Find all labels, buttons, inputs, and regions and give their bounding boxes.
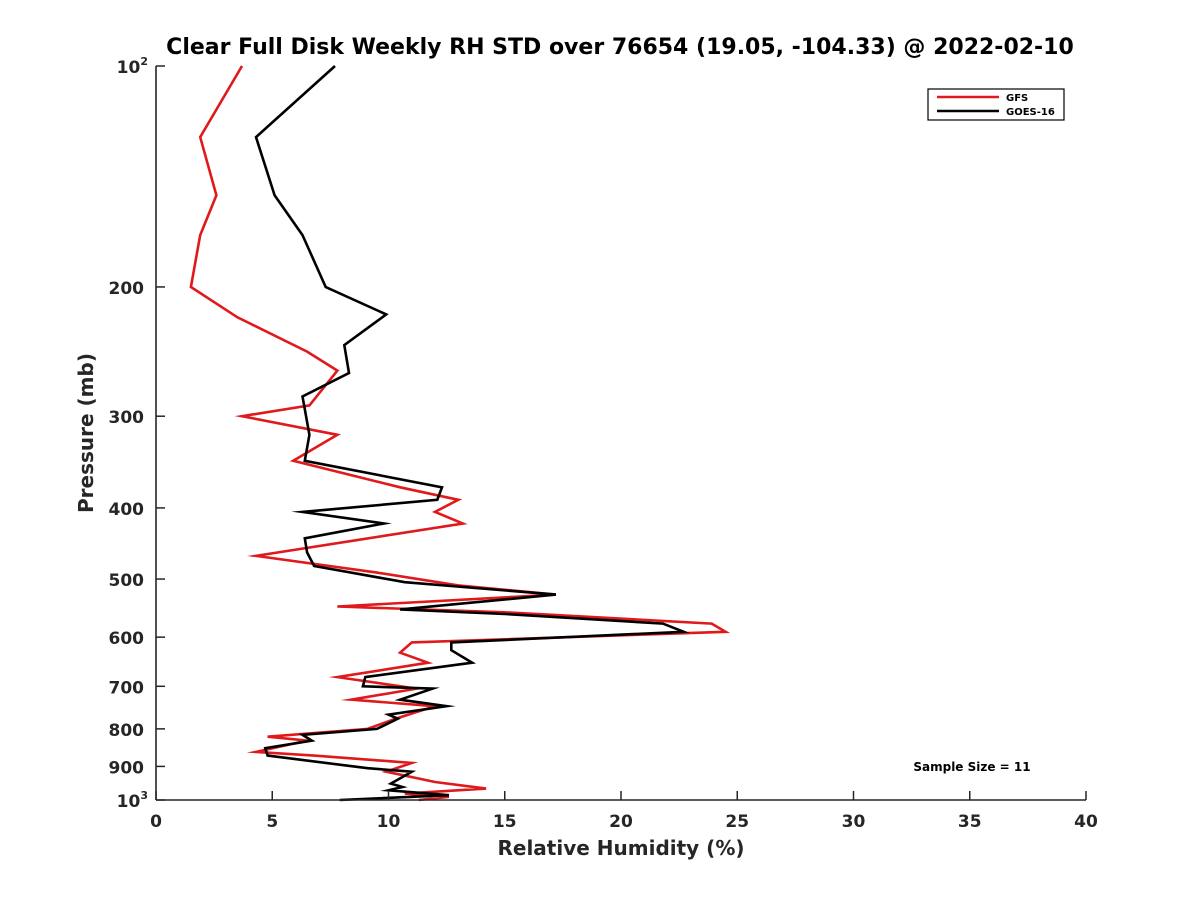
y-tick-label: 800: [109, 721, 145, 741]
legend-label-goes16: GOES-16: [1006, 107, 1055, 118]
y-tick-label: 700: [109, 678, 145, 698]
legend: GFS GOES-16: [927, 88, 1065, 121]
series-line-gfs: [189, 65, 731, 802]
y-axis-label: Pressure (mb): [74, 353, 98, 513]
series-group: [189, 65, 731, 802]
x-tick-label: 0: [150, 812, 162, 832]
x-tick-label: 35: [958, 812, 982, 832]
chart-title: Clear Full Disk Weekly RH STD over 76654…: [166, 35, 1074, 60]
x-tick-label: 40: [1074, 812, 1098, 832]
y-tick-label: 500: [109, 571, 145, 591]
x-tick-label: 5: [266, 812, 278, 832]
sample-size-annotation: Sample Size = 11: [913, 760, 1030, 774]
x-axis-ticks: 0 5 10 15 20 25 30 35 40: [150, 791, 1098, 832]
legend-box: [927, 88, 1065, 121]
y-tick-label: 103: [117, 789, 148, 812]
y-tick-label: 400: [109, 500, 145, 520]
x-tick-label: 15: [493, 812, 517, 832]
x-tick-label: 20: [609, 812, 633, 832]
x-tick-label: 25: [725, 812, 749, 832]
y-tick-label: 200: [109, 279, 145, 299]
x-tick-label: 10: [377, 812, 401, 832]
x-axis-label: Relative Humidity (%): [497, 836, 744, 860]
y-tick-label: 300: [109, 408, 145, 428]
legend-label-gfs: GFS: [1006, 93, 1028, 104]
y-tick-label: 900: [109, 758, 145, 778]
y-tick-label: 600: [109, 629, 145, 649]
series-line-goes16: [254, 65, 690, 802]
y-axis-ticks: 102 200 300 400 500 600 700 800 900 103: [109, 55, 165, 812]
plot-area: [156, 66, 1086, 800]
x-tick-label: 30: [842, 812, 866, 832]
y-tick-label: 102: [117, 55, 148, 78]
